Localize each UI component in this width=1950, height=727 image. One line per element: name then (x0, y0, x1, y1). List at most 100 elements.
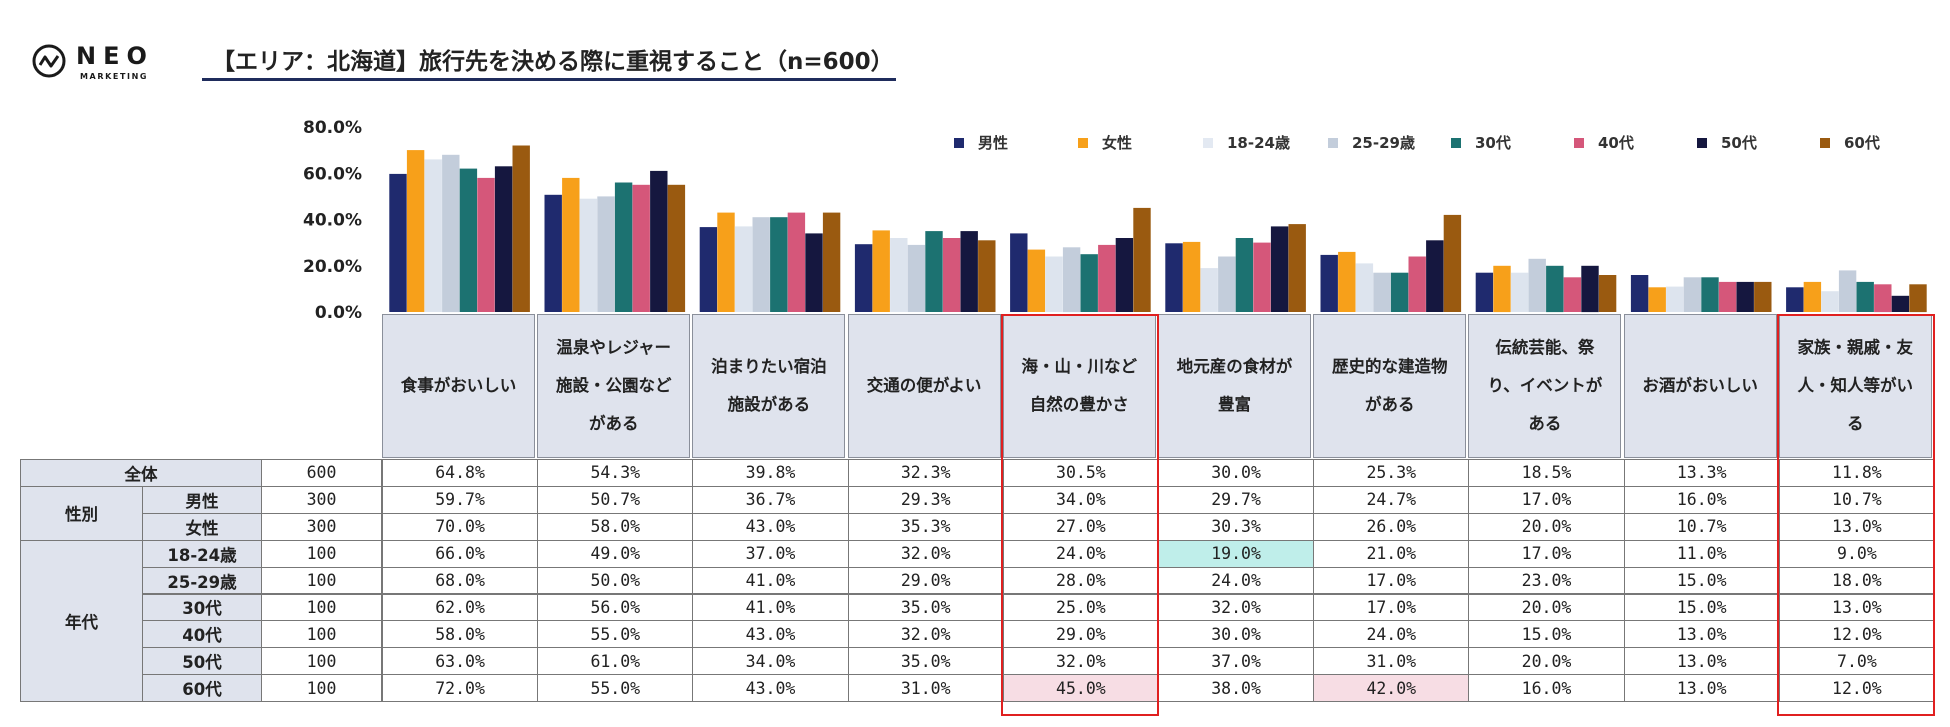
table-cell: 11.0% (1623, 539, 1780, 568)
table-cell: 29.0% (847, 566, 1004, 595)
bar (1909, 284, 1927, 313)
bar (822, 212, 841, 312)
logo-brand-text: NEO (76, 42, 154, 70)
legend-label: 60代 (1844, 134, 1880, 152)
row-n: 100 (261, 674, 382, 703)
table-cell: 29.3% (847, 485, 1004, 514)
bar (406, 150, 425, 312)
category-header-line: ある (1528, 414, 1562, 433)
table-cell: 24.7% (1313, 485, 1470, 514)
table-cell: 16.0% (1623, 485, 1780, 514)
legend-swatch (1574, 137, 1584, 148)
bar (1891, 295, 1910, 312)
category-header: 海・山・川など 自然の豊かさ (1002, 314, 1156, 458)
y-tick-label: 20.0% (303, 257, 362, 277)
bar (1754, 281, 1772, 312)
table-cell: 13.0% (1623, 620, 1780, 649)
table-cell: 18.5% (1468, 459, 1625, 487)
table-cell: 26.0% (1313, 512, 1470, 541)
category-header-line: り、イベントが (1487, 376, 1603, 395)
table-cell: 30.0% (1158, 459, 1315, 487)
bar (925, 231, 943, 312)
bar (424, 159, 442, 312)
category-header: 歴史的な建造物 がある (1313, 314, 1467, 458)
legend-label: 男性 (978, 134, 1009, 152)
legend-swatch (1328, 137, 1338, 148)
table-cell: 20.0% (1468, 593, 1625, 622)
category-header: 家族・親戚・友 人・知人等がいる (1778, 314, 1932, 458)
bar (1080, 254, 1098, 312)
table-cell: 10.7% (1623, 512, 1780, 541)
category-header: 伝統芸能、祭 り、イベントが ある (1468, 314, 1622, 458)
title-underline (202, 78, 896, 81)
row-label-total: 全体 (20, 459, 262, 487)
bar (512, 145, 530, 312)
bar (632, 184, 650, 312)
bar (1630, 275, 1649, 312)
category-header-line: 温泉やレジャー (556, 338, 672, 357)
table-cell: 34.0% (692, 647, 849, 676)
table-cell: 62.0% (382, 593, 539, 622)
bar (1115, 238, 1134, 312)
row-label: 女性 (142, 512, 262, 541)
bar (494, 166, 513, 312)
row-label: 25-29歳 (142, 566, 262, 595)
bar (717, 212, 735, 312)
row-label: 50代 (142, 647, 262, 676)
table-cell: 32.0% (847, 539, 1004, 568)
table-cell: 15.0% (1468, 620, 1625, 649)
table-cell: 21.0% (1313, 539, 1470, 568)
table-cell: 58.0% (537, 512, 694, 541)
legend-swatch (1697, 137, 1707, 148)
bar (614, 182, 633, 312)
highlight-box (1000, 314, 1159, 716)
y-tick-label: 60.0% (303, 164, 362, 184)
category-header-line: 泊まりたい宿泊 (711, 357, 827, 376)
table-cell: 32.0% (847, 620, 1004, 649)
bar (1338, 251, 1356, 312)
category-header-line: 豊富 (1218, 395, 1251, 414)
table-cell: 38.0% (1158, 674, 1315, 703)
row-n: 100 (261, 593, 382, 622)
legend-item: 30代 (1451, 132, 1511, 153)
bar (1648, 287, 1666, 312)
bar (1218, 256, 1236, 312)
bar (1493, 265, 1511, 313)
legend-item: 25-29歳 (1328, 132, 1415, 153)
bar (389, 173, 407, 312)
category-header-line: 家族・親戚・友 (1797, 338, 1914, 357)
bar (907, 244, 926, 312)
table-cell: 39.8% (692, 459, 849, 487)
table-cell: 17.0% (1468, 485, 1625, 514)
table-cell: 55.0% (537, 620, 694, 649)
bar (854, 244, 873, 312)
table-cell: 43.0% (692, 674, 849, 703)
bar (1408, 256, 1426, 312)
bar (442, 154, 460, 313)
legend-label: 18-24歳 (1227, 134, 1290, 152)
table-cell: 56.0% (537, 593, 694, 622)
table-cell: 30.0% (1158, 620, 1315, 649)
bar (1235, 238, 1254, 312)
bar (1373, 272, 1391, 312)
row-n: 100 (261, 566, 382, 595)
row-label: 40代 (142, 620, 262, 649)
category-header: 食事がおいしい (382, 314, 535, 458)
bar (1856, 281, 1874, 312)
legend-item: 40代 (1574, 132, 1634, 153)
category-header-line: がある (588, 414, 639, 433)
row-label: 60代 (142, 674, 262, 703)
table-cell: 61.0% (537, 647, 694, 676)
group-label: 性別 (20, 485, 143, 541)
category-header-line: 伝統芸能、祭 (1495, 338, 1595, 357)
bar (1045, 256, 1063, 312)
neo-marketing-logo: NEO MARKETING (32, 42, 157, 86)
bar (1821, 291, 1839, 312)
bar-chart: 80.0% 60.0% 40.0% 20.0% 0.0% (303, 118, 1927, 320)
category-header-line: 歴史的な建造物 (1331, 357, 1448, 376)
bar (734, 226, 753, 312)
bar (1165, 243, 1183, 312)
table-cell: 17.0% (1313, 593, 1470, 622)
table-cell: 41.0% (692, 593, 849, 622)
category-header-line: 地元産の食材が (1176, 357, 1293, 376)
